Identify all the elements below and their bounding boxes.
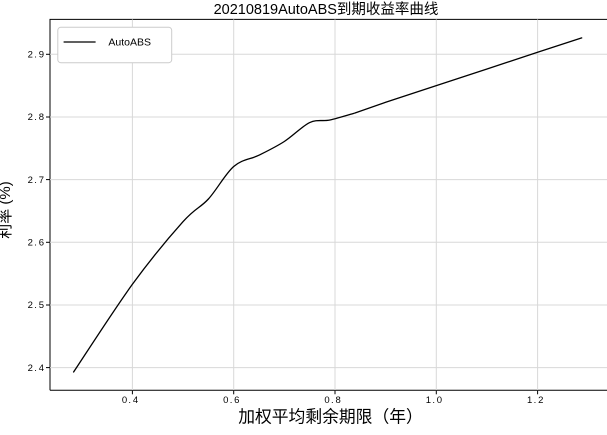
svg-text:利率 (%): 利率 (%) <box>0 181 14 239</box>
svg-text:0.4: 0. 4 <box>122 395 138 406</box>
svg-text:2.8: 2. 8 <box>28 112 44 123</box>
svg-text:0.6: 0. 6 <box>223 395 239 406</box>
svg-text:1.2: 1. 2 <box>527 395 543 406</box>
svg-text:2.6: 2. 6 <box>28 238 44 249</box>
svg-text:0.8: 0. 8 <box>324 395 340 406</box>
svg-text:2.4: 2. 4 <box>28 363 44 374</box>
svg-text:加权平均剩余期限（年）: 加权平均剩余期限（年） <box>238 408 423 427</box>
svg-text:1.0: 1. 0 <box>426 395 442 406</box>
svg-text:AutoABS: AutoABS <box>108 37 151 49</box>
svg-text:2.5: 2. 5 <box>28 300 44 311</box>
svg-text:20210819AutoABS到期收益率曲线: 20210819AutoABS到期收益率曲线 <box>214 1 439 18</box>
svg-text:2.9: 2. 9 <box>28 50 44 61</box>
svg-text:2.7: 2. 7 <box>28 175 44 186</box>
